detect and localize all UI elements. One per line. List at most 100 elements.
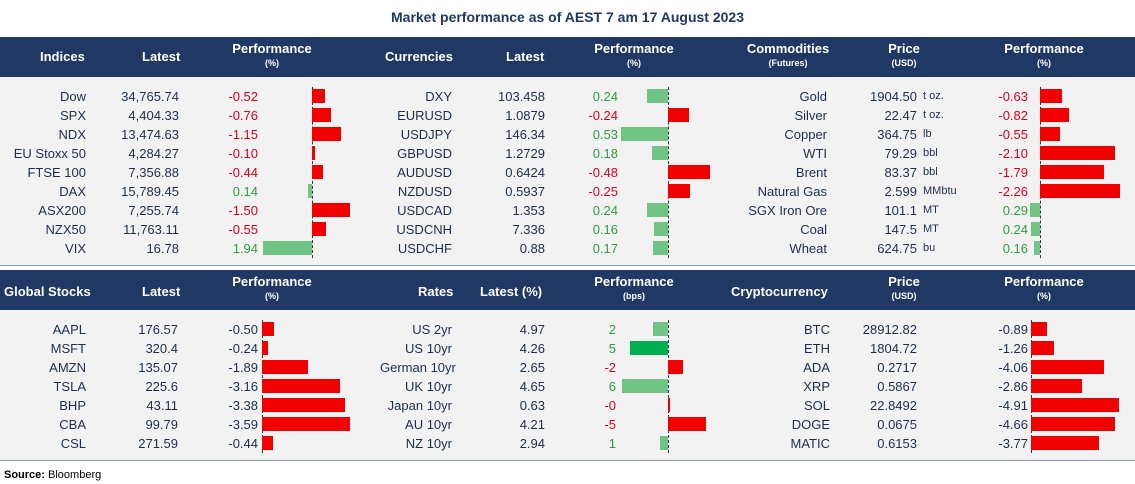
rates-performance-label: Performance — [594, 274, 674, 289]
commodities-price-label: Price — [888, 41, 920, 56]
commodity-unit: bbl — [923, 147, 938, 159]
index-performance: -0.76 — [228, 108, 258, 123]
currencies-pct-label: (%) — [627, 58, 641, 68]
crypto-performance-bar — [1031, 379, 1083, 393]
currency-name: USDCNH — [396, 222, 452, 237]
commodity-unit: MT — [923, 223, 939, 235]
rate-latest: 4.26 — [519, 341, 545, 356]
rate-performance: -2 — [604, 360, 616, 375]
index-latest: 16.78 — [146, 241, 179, 256]
commodity-price: 2.599 — [884, 184, 917, 199]
currencies-latest-header: Latest — [506, 49, 545, 64]
index-performance-bar — [262, 241, 312, 255]
commodity-performance-bar — [1034, 241, 1040, 255]
index-name: ASX200 — [38, 203, 86, 218]
index-latest: 34,765.74 — [121, 89, 179, 104]
page-title: Market performance as of AEST 7 am 17 Au… — [391, 9, 744, 25]
commodity-unit: bu — [923, 242, 936, 254]
index-name: Dow — [59, 89, 86, 104]
index-performance-bar — [312, 146, 315, 160]
currency-name: USDCHF — [397, 241, 452, 256]
index-latest: 4,404.33 — [128, 108, 179, 123]
indices-performance-label: Performance — [232, 41, 312, 56]
commodity-name: Natural Gas — [757, 184, 827, 199]
commodity-performance-bar — [1040, 165, 1104, 179]
rate-latest: 0.63 — [519, 398, 545, 413]
commodity-name: Coal — [800, 222, 827, 237]
currency-name: EURUSD — [397, 108, 452, 123]
currency-latest: 1.2729 — [505, 146, 545, 161]
stock-name: BHP — [59, 398, 86, 413]
commodity-name: Wheat — [789, 241, 827, 256]
commodities-pct-label: (%) — [1037, 58, 1051, 68]
index-performance-bar — [312, 222, 327, 236]
global-stocks-header: Global Stocks — [4, 284, 91, 299]
crypto-performance: -4.66 — [998, 417, 1028, 432]
rate-performance: 5 — [608, 341, 616, 356]
crypto-price: 0.2717 — [877, 360, 917, 375]
currency-performance: -0.24 — [588, 108, 618, 123]
crypto-performance-bar — [1031, 436, 1099, 450]
currency-performance: 0.53 — [592, 127, 618, 142]
index-latest: 7,255.74 — [128, 203, 179, 218]
indices-pct-label: (%) — [265, 58, 279, 68]
currency-latest: 0.6424 — [505, 165, 545, 180]
rate-name: US 2yr — [412, 322, 452, 337]
crypto-name: ETH — [804, 341, 830, 356]
currency-latest: 146.34 — [505, 127, 545, 142]
stock-performance-bar — [262, 322, 275, 336]
crypto-performance-bar — [1031, 322, 1048, 336]
commodity-unit: t oz. — [923, 90, 944, 102]
commodity-performance-bar — [1031, 222, 1040, 236]
stock-name: AAPL — [52, 322, 86, 337]
index-performance-bar — [312, 165, 324, 179]
rate-name: UK 10yr — [405, 379, 452, 394]
commodity-performance-bar — [1029, 203, 1040, 217]
crypto-performance-header: Performance (%) — [994, 274, 1094, 304]
index-latest: 11,763.11 — [123, 222, 179, 237]
global-stocks-pct-label: (%) — [265, 291, 279, 301]
index-performance-bar — [312, 89, 326, 103]
stock-performance: -0.50 — [228, 322, 258, 337]
indices-performance-header: Performance (%) — [222, 41, 322, 71]
crypto-performance-bar — [1031, 360, 1105, 374]
index-name: NDX — [58, 127, 86, 142]
crypto-name: BTC — [804, 322, 830, 337]
currency-performance-bar — [668, 184, 690, 198]
crypto-performance-label: Performance — [1004, 274, 1084, 289]
commodity-price: 22.47 — [884, 108, 917, 123]
stock-performance-bar — [262, 341, 268, 355]
crypto-price-header: Price (USD) — [874, 274, 934, 304]
crypto-usd-label: (USD) — [891, 291, 917, 301]
index-performance-bar — [312, 127, 342, 141]
commodity-performance-bar — [1040, 184, 1121, 198]
commodity-performance: 0.29 — [1002, 203, 1028, 218]
bottom-header-band — [0, 270, 1135, 310]
rate-name: AU 10yr — [405, 417, 452, 432]
rate-performance-bar — [668, 417, 706, 431]
currency-performance-bar — [621, 127, 668, 141]
crypto-name: SOL — [803, 398, 830, 413]
commodity-price: 101.1 — [884, 203, 917, 218]
source-value: Bloomberg — [48, 469, 102, 481]
stock-name: CSL — [60, 436, 86, 451]
rate-performance-bar — [622, 379, 668, 393]
commodity-price: 1904.50 — [870, 89, 917, 104]
stock-name: CBA — [59, 417, 86, 432]
index-performance: -1.50 — [228, 203, 258, 218]
commodity-unit: MMbtu — [923, 185, 957, 197]
commodity-name: Brent — [795, 165, 827, 180]
rate-performance-bar — [630, 341, 668, 355]
currency-performance-bar — [668, 108, 690, 122]
stock-performance-bar — [262, 436, 273, 450]
commodity-price: 364.75 — [877, 127, 917, 142]
rate-name: NZ 10yr — [405, 436, 452, 451]
rate-latest: 4.97 — [519, 322, 545, 337]
currency-name: USDCAD — [397, 203, 452, 218]
commodities-label: Commodities — [746, 41, 830, 56]
commodity-performance-bar — [1040, 108, 1070, 122]
crypto-performance: -3.77 — [998, 436, 1028, 451]
commodity-name: Gold — [799, 89, 827, 104]
crypto-price: 0.5867 — [877, 379, 917, 394]
commodity-performance: 0.16 — [1002, 241, 1028, 256]
